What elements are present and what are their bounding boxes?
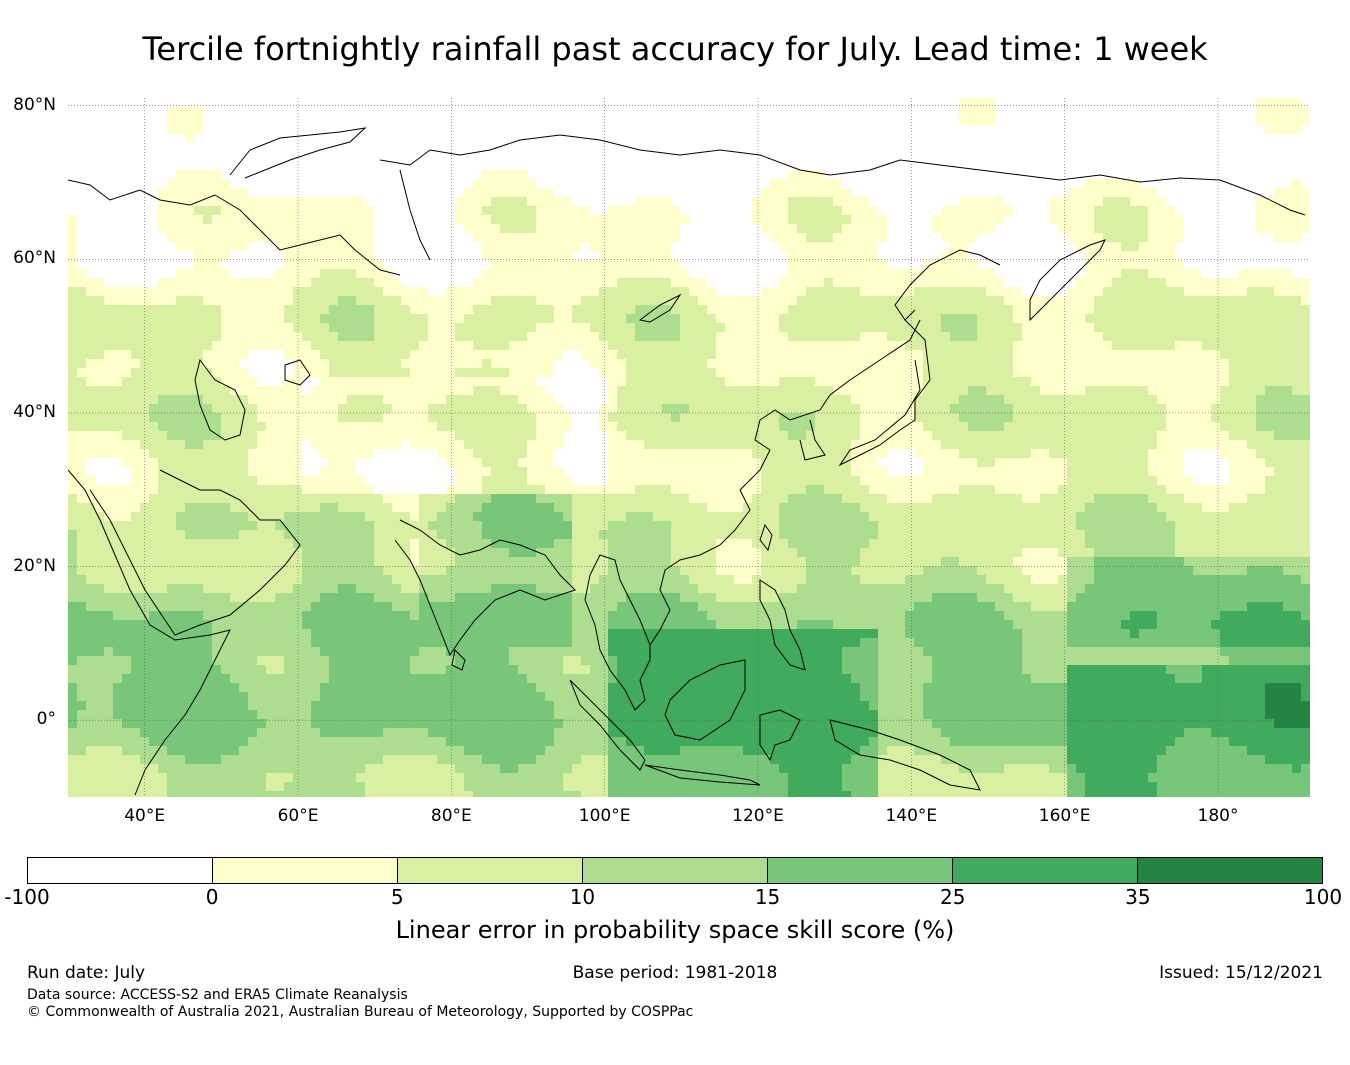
coastline-china-east: [649, 319, 921, 646]
coastline-yamal: [399, 169, 431, 261]
coastline-sumatra: [569, 679, 646, 771]
data-source: Data source: ACCESS-S2 and ERA5 Climate …: [27, 987, 408, 1003]
latitude-label: 60°N: [13, 248, 56, 269]
coastline-srilanka: [451, 648, 466, 671]
coastline-africa-east: [68, 469, 231, 796]
coastline-okhotsk: [894, 249, 1001, 321]
longitude-label: 180°: [1197, 806, 1239, 826]
coastline-arabia: [89, 469, 301, 636]
colorbar-tick-label: 5: [390, 885, 404, 909]
coastline-indochina: [584, 554, 651, 711]
colorbar-tick-label: -100: [4, 885, 50, 909]
colorbar-tick-label: 0: [205, 885, 219, 909]
graticule: [68, 98, 1310, 797]
coastline-borneo: [664, 659, 746, 741]
coastline-india: [394, 519, 576, 657]
longitude-label: 80°E: [430, 806, 472, 826]
run-date: Run date: July: [27, 963, 146, 983]
colorbar-segment: [1138, 858, 1322, 883]
longitude-label: 60°E: [277, 806, 319, 826]
coastline-caspian: [194, 358, 246, 441]
colorbar-segment: [953, 858, 1138, 883]
latitude-label: 0°: [36, 709, 56, 730]
latitude-label: 40°N: [13, 401, 56, 422]
coastline-korea: [799, 419, 826, 461]
longitude-label: 140°E: [885, 806, 938, 826]
skill-score-field: [68, 98, 1310, 797]
longitude-label: 40°E: [124, 806, 166, 826]
coastline-aral: [284, 359, 311, 386]
longitude-label: 100°E: [578, 806, 631, 826]
coastline-java: [644, 764, 761, 786]
colorbar-segment: [583, 858, 768, 883]
coastline-newguinea: [829, 719, 981, 791]
colorbar-tick-label: 100: [1303, 885, 1343, 909]
colorbar-segment: [398, 858, 583, 883]
coastline-scandinavia: [229, 127, 367, 179]
colorbar-tick-label: 15: [754, 885, 781, 909]
longitude-label: 160°E: [1038, 806, 1091, 826]
colorbar: [27, 857, 1323, 884]
coastline-kamchatka: [1029, 239, 1106, 322]
longitude-label: 120°E: [732, 806, 784, 826]
colorbar-tick-label: 35: [1125, 885, 1151, 909]
issued-date: Issued: 15/12/2021: [1159, 963, 1323, 983]
coastline-baikal: [638, 293, 682, 323]
coastline-japan: [838, 319, 931, 467]
copyright: © Commonwealth of Australia 2021, Austra…: [27, 1004, 694, 1020]
coastline-taiwan: [759, 523, 773, 552]
coastline-europe-north: [68, 179, 401, 276]
colorbar-segment: [213, 858, 398, 883]
colorbar-segment: [768, 858, 953, 883]
coastline-sulawesi: [759, 709, 801, 762]
map-title: Tercile fortnightly rainfall past accura…: [142, 30, 1208, 68]
coastline-siberia-north: [379, 134, 1306, 216]
colorbar-tick-label: 10: [569, 885, 596, 909]
colorbar-tick-label: 25: [939, 885, 966, 909]
colorbar-segment: [28, 858, 213, 883]
latitude-label: 20°N: [13, 555, 56, 576]
colorbar-label: Linear error in probability space skill …: [395, 916, 955, 944]
base-period: Base period: 1981-2018: [572, 963, 778, 983]
latitude-label: 80°N: [13, 94, 56, 115]
coastline-philippines: [759, 579, 806, 671]
coastlines: [68, 127, 1306, 796]
